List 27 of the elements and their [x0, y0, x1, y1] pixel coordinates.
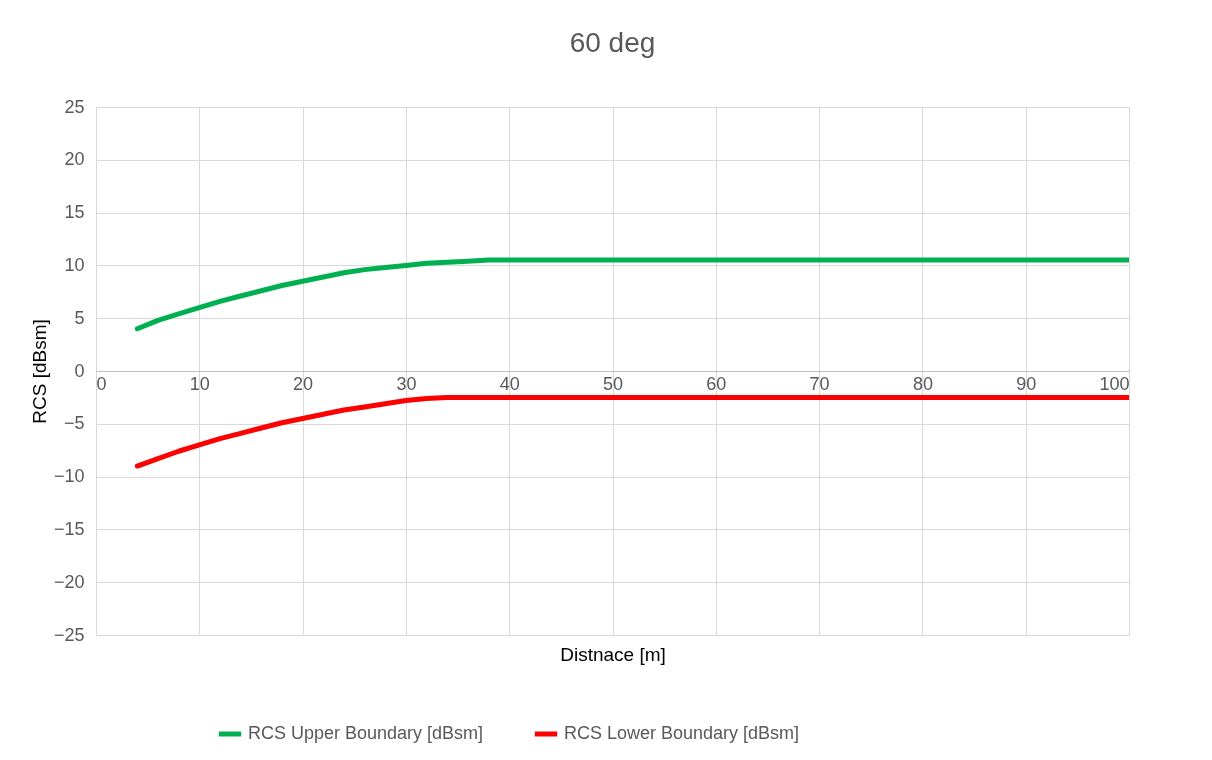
x-tick-label: 20: [293, 373, 314, 394]
chart-title: 60 deg: [569, 27, 656, 58]
x-tick-label: 50: [602, 373, 624, 394]
x-tick-label: 30: [396, 373, 417, 394]
x-tick-label: 80: [912, 373, 933, 394]
y-tick-label: −25: [53, 624, 85, 645]
x-tick-label: 40: [499, 373, 520, 394]
legend-label: RCS Upper Boundary [dBsm]: [248, 723, 484, 743]
y-tick-label: 15: [64, 202, 85, 223]
y-tick-label: 25: [64, 96, 85, 117]
x-tick-label: 100: [1099, 373, 1130, 394]
x-tick-label: 10: [189, 373, 210, 394]
y-tick-label: 5: [74, 307, 85, 328]
legend-label: RCS Lower Boundary [dBsm]: [564, 723, 800, 743]
y-tick-label: −15: [53, 518, 85, 539]
x-tick-label: 60: [706, 373, 727, 394]
x-tick-label: 90: [1016, 373, 1037, 394]
y-tick-label: 10: [64, 254, 85, 275]
y-tick-label: −5: [63, 413, 85, 434]
x-tick-label: 0: [96, 373, 107, 394]
x-axis-title: Distnace [m]: [560, 643, 666, 665]
y-tick-label: 20: [64, 149, 85, 170]
y-tick-label: −20: [53, 571, 85, 592]
y-axis-title: RCS [dBsm]: [28, 319, 50, 424]
y-tick-label: 0: [74, 360, 85, 381]
y-tick-label: −10: [53, 466, 85, 487]
x-tick-label: 70: [809, 373, 830, 394]
